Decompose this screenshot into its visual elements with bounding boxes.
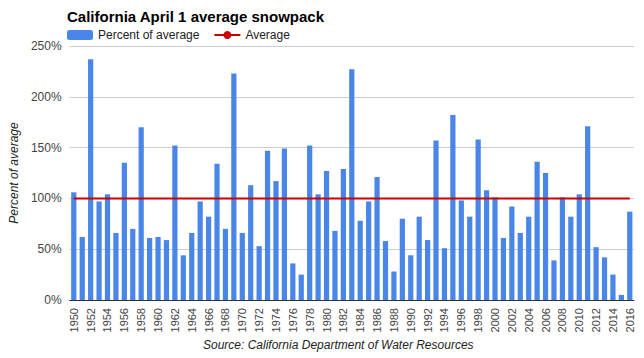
svg-text:1958: 1958 xyxy=(135,308,147,332)
svg-text:1996: 1996 xyxy=(455,308,467,332)
svg-text:250%: 250% xyxy=(31,39,62,53)
svg-text:1994: 1994 xyxy=(438,308,450,332)
svg-text:2002: 2002 xyxy=(506,308,518,332)
svg-text:1956: 1956 xyxy=(118,308,130,332)
svg-text:1980: 1980 xyxy=(321,308,333,332)
svg-text:1976: 1976 xyxy=(287,308,299,332)
svg-text:1974: 1974 xyxy=(270,308,282,332)
svg-text:Percent of average: Percent of average xyxy=(98,28,200,42)
svg-text:2012: 2012 xyxy=(590,308,602,332)
svg-text:2006: 2006 xyxy=(540,308,552,332)
svg-text:1950: 1950 xyxy=(68,308,80,332)
svg-text:2004: 2004 xyxy=(523,308,535,332)
svg-text:Percent of average: Percent of average xyxy=(7,122,21,224)
svg-text:150%: 150% xyxy=(31,141,62,155)
svg-text:1968: 1968 xyxy=(219,308,231,332)
svg-text:1966: 1966 xyxy=(203,308,215,332)
svg-text:2016: 2016 xyxy=(624,308,636,332)
svg-text:1990: 1990 xyxy=(405,308,417,332)
svg-text:1998: 1998 xyxy=(472,308,484,332)
svg-text:100%: 100% xyxy=(31,191,62,205)
svg-text:1982: 1982 xyxy=(337,308,349,332)
svg-text:2000: 2000 xyxy=(489,308,501,332)
svg-text:Average: Average xyxy=(245,28,290,42)
svg-text:1960: 1960 xyxy=(152,308,164,332)
svg-text:2014: 2014 xyxy=(607,308,619,332)
svg-text:1954: 1954 xyxy=(101,308,113,332)
svg-text:0%: 0% xyxy=(44,293,62,307)
svg-text:Source: California Department: Source: California Department of Water R… xyxy=(203,338,474,352)
svg-text:50%: 50% xyxy=(38,242,62,256)
svg-text:1952: 1952 xyxy=(85,308,97,332)
svg-text:2010: 2010 xyxy=(573,308,585,332)
svg-text:1992: 1992 xyxy=(422,308,434,332)
svg-text:1972: 1972 xyxy=(253,308,265,332)
svg-text:2008: 2008 xyxy=(556,308,568,332)
svg-text:1964: 1964 xyxy=(186,308,198,332)
svg-text:1978: 1978 xyxy=(304,308,316,332)
svg-text:1962: 1962 xyxy=(169,308,181,332)
svg-text:1988: 1988 xyxy=(388,308,400,332)
svg-text:1984: 1984 xyxy=(354,308,366,332)
svg-text:California April 1 average sno: California April 1 average snowpack xyxy=(67,8,325,25)
svg-text:1970: 1970 xyxy=(236,308,248,332)
svg-text:1986: 1986 xyxy=(371,308,383,332)
svg-text:200%: 200% xyxy=(31,90,62,104)
